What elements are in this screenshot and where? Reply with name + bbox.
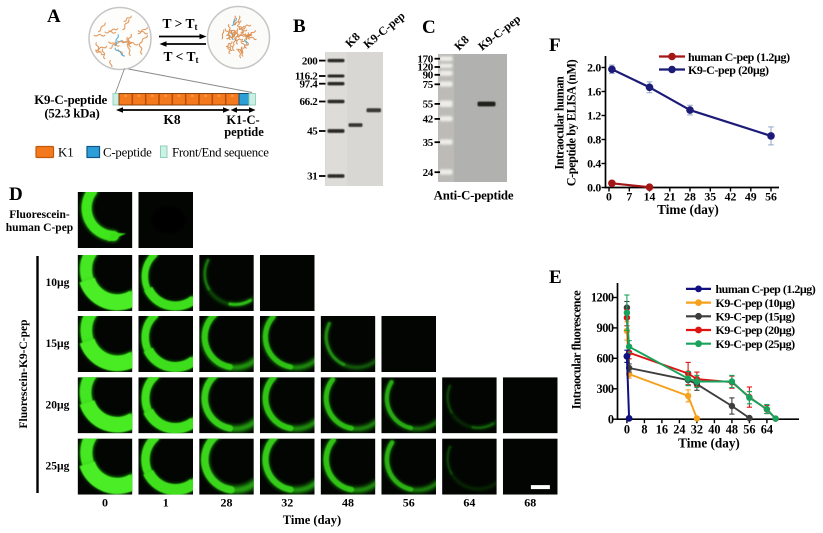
svg-text:Anti-C-peptide: Anti-C-peptide [434,189,514,203]
svg-text:T < Tt: T < Tt [164,49,199,65]
svg-text:48: 48 [342,496,354,510]
svg-text:25µg: 25µg [46,461,70,473]
svg-text:B: B [293,16,306,37]
svg-text:E: E [549,267,562,288]
svg-text:Intraocular human: Intraocular human [553,76,567,169]
svg-text:K9-C-pep (20µg): K9-C-pep (20µg) [716,323,796,337]
svg-text:human C-pep: human C-pep [6,222,73,234]
svg-text:K1: K1 [58,146,74,160]
svg-text:40: 40 [708,423,720,437]
svg-text:K1-C-: K1-C- [226,113,259,127]
svg-text:56: 56 [403,496,415,510]
svg-text:F: F [549,35,561,56]
svg-text:1.6: 1.6 [587,85,601,99]
svg-text:300: 300 [597,382,614,396]
svg-text:0: 0 [606,190,612,204]
svg-text:97.4: 97.4 [299,78,318,90]
svg-text:D: D [9,184,23,205]
svg-text:K9-C-peptide: K9-C-peptide [34,93,107,107]
svg-text:10µg: 10µg [46,277,70,289]
svg-text:170: 170 [417,53,433,65]
svg-text:Time (day): Time (day) [657,202,719,217]
svg-text:0.4: 0.4 [587,157,601,171]
svg-text:K9-C-pep (20µg): K9-C-pep (20µg) [688,63,769,77]
svg-text:K9-C-pep (15µg): K9-C-pep (15µg) [716,310,796,324]
svg-text:21: 21 [664,190,676,204]
svg-text:32: 32 [281,496,293,510]
svg-text:0: 0 [102,496,108,510]
svg-text:Time (day): Time (day) [283,513,341,527]
svg-text:human C-pep (1.2µg): human C-pep (1.2µg) [716,282,816,296]
svg-text:A: A [47,6,61,27]
svg-text:600: 600 [597,352,614,366]
svg-text:7: 7 [626,190,632,204]
svg-text:1.2: 1.2 [587,109,601,123]
svg-text:0: 0 [624,423,630,437]
svg-text:56: 56 [743,423,755,437]
svg-text:90: 90 [423,70,434,82]
svg-text:Front/End sequence: Front/End sequence [172,146,269,160]
svg-text:(52.3 kDa): (52.3 kDa) [44,107,99,121]
svg-text:116.2: 116.2 [295,71,318,83]
svg-text:56: 56 [765,190,777,204]
svg-text:K9-C-pep (25µg): K9-C-pep (25µg) [716,337,796,351]
svg-text:Fluorescein-: Fluorescein- [9,209,70,221]
svg-text:1200: 1200 [591,291,614,305]
svg-text:55: 55 [423,99,434,111]
svg-text:0.0: 0.0 [587,181,601,195]
svg-text:24: 24 [673,423,685,437]
svg-text:900: 900 [597,321,614,335]
svg-text:peptide: peptide [224,125,264,139]
svg-text:68: 68 [524,496,536,510]
svg-text:2.0: 2.0 [587,61,601,75]
svg-text:14: 14 [644,190,656,204]
svg-text:28: 28 [221,496,233,510]
svg-text:66.2: 66.2 [299,96,318,108]
svg-text:Fluorescein-K9-C-pep: Fluorescein-K9-C-pep [18,319,30,428]
svg-text:0: 0 [608,412,614,426]
svg-text:42: 42 [423,114,434,126]
svg-text:49: 49 [745,190,757,204]
svg-text:0.8: 0.8 [587,133,601,147]
svg-text:64: 64 [463,496,475,510]
svg-text:42: 42 [725,190,737,204]
svg-text:200: 200 [302,55,318,67]
svg-text:120: 120 [417,62,433,74]
svg-text:human C-pep (1.2µg): human C-pep (1.2µg) [688,50,790,64]
svg-text:75: 75 [423,79,434,91]
svg-text:C-peptide by ELISA (nM): C-peptide by ELISA (nM) [565,59,579,186]
svg-text:28: 28 [684,190,696,204]
svg-text:48: 48 [726,423,738,437]
svg-text:16: 16 [656,423,668,437]
svg-text:35: 35 [423,137,434,149]
svg-text:T > Tt: T > Tt [163,16,198,32]
svg-text:32: 32 [691,423,703,437]
svg-text:C: C [422,17,436,38]
svg-text:Intraocular fluorescence: Intraocular fluorescence [570,290,584,409]
svg-text:8: 8 [641,423,647,437]
svg-text:35: 35 [704,190,716,204]
svg-text:31: 31 [307,171,317,183]
svg-text:Time (day): Time (day) [678,436,740,451]
svg-text:K8: K8 [163,112,181,127]
svg-text:45: 45 [307,126,318,138]
svg-text:1: 1 [163,496,169,510]
svg-text:24: 24 [423,167,434,179]
svg-text:64: 64 [761,423,773,437]
svg-text:20µg: 20µg [46,399,70,411]
svg-text:K9-C-pep (10µg): K9-C-pep (10µg) [716,296,796,310]
svg-text:15µg: 15µg [46,338,70,350]
svg-text:C-peptide: C-peptide [103,146,152,160]
